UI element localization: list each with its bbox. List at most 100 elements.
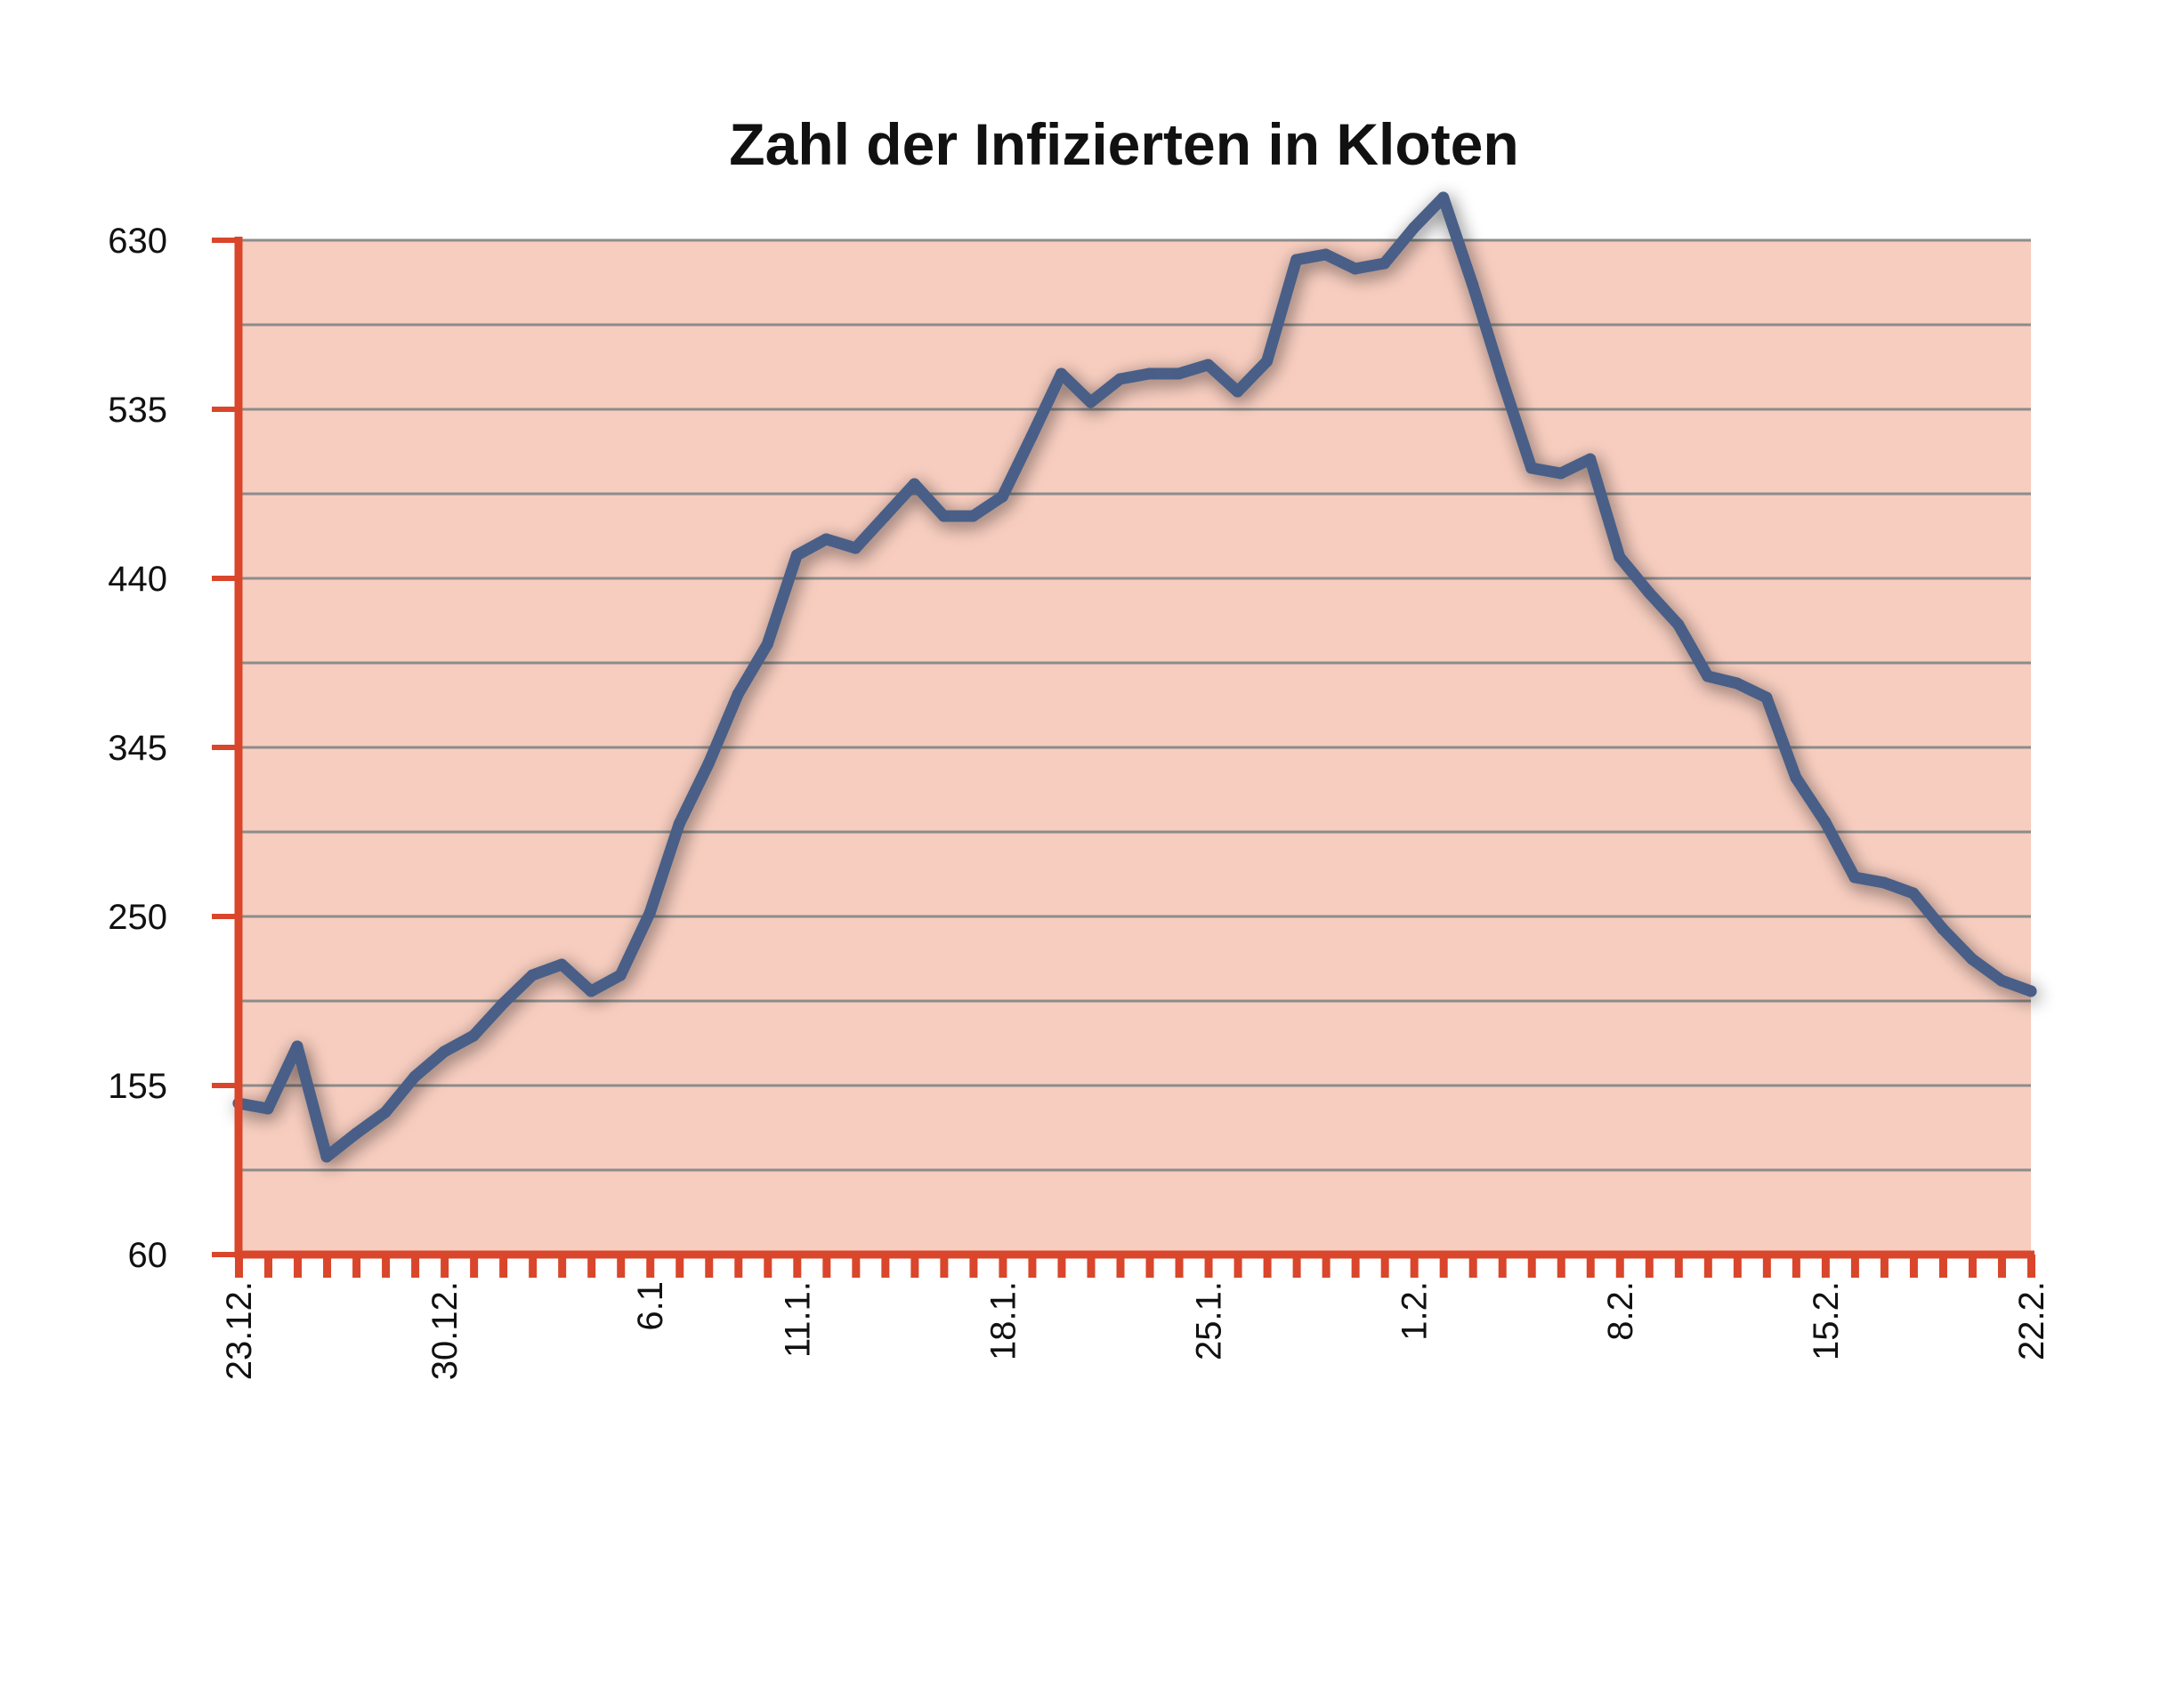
x-tick-mark — [1351, 1255, 1360, 1278]
x-tick-mark — [734, 1255, 743, 1278]
x-tick-mark — [1322, 1255, 1331, 1278]
y-tick-label: 60 — [128, 1236, 168, 1275]
gridlines — [239, 238, 2031, 1172]
x-tick-mark — [1645, 1255, 1654, 1278]
y-tick-label: 250 — [108, 898, 167, 937]
x-tick-mark — [1733, 1255, 1742, 1278]
data-point — [1878, 876, 1890, 889]
data-point — [996, 490, 1008, 503]
x-tick-mark — [1615, 1255, 1624, 1278]
data-point — [526, 969, 538, 981]
x-tick-label: 15.2. — [1807, 1281, 1846, 1360]
data-point — [849, 542, 861, 554]
data-point — [820, 533, 832, 545]
y-tick-label: 440 — [108, 560, 167, 599]
data-point — [937, 510, 950, 522]
data-point — [1907, 887, 1920, 900]
axes — [234, 237, 2034, 1259]
data-point — [291, 1040, 303, 1053]
x-tick-mark — [822, 1255, 831, 1278]
data-point — [702, 757, 715, 770]
data-point — [1614, 551, 1626, 563]
x-tick-mark — [1057, 1255, 1066, 1278]
x-tick-mark — [529, 1255, 538, 1278]
x-tick-mark — [646, 1255, 655, 1278]
x-tick-mark — [910, 1255, 919, 1278]
x-tick-mark — [1116, 1255, 1125, 1278]
x-tick-mark — [352, 1255, 361, 1278]
x-tick-mark — [1586, 1255, 1595, 1278]
data-point — [1995, 974, 2008, 987]
data-point — [1055, 367, 1067, 380]
x-tick-mark — [852, 1255, 861, 1278]
x-tick-mark — [411, 1255, 420, 1278]
data-point — [1025, 430, 1038, 442]
x-tick-mark — [617, 1255, 626, 1278]
data-point — [1760, 691, 1773, 704]
data-point — [908, 478, 920, 490]
x-tick-mark — [323, 1255, 332, 1278]
data-point — [1144, 367, 1156, 380]
data-point — [1790, 771, 1802, 784]
data-point — [967, 510, 979, 522]
data-point — [1467, 278, 1479, 291]
data-point — [790, 549, 803, 561]
data-point — [1643, 586, 1655, 599]
data-point — [1848, 871, 1861, 884]
x-tick-mark — [881, 1255, 890, 1278]
x-tick-mark — [1410, 1255, 1419, 1278]
data-point — [1525, 462, 1538, 474]
x-tick-mark — [1792, 1255, 1800, 1278]
x-tick-label: 8.2. — [1601, 1281, 1640, 1341]
x-tick-mark — [999, 1255, 1007, 1278]
x-tick-mark — [1498, 1255, 1507, 1278]
data-point — [1173, 367, 1185, 380]
data-point — [1937, 923, 1949, 935]
x-tick-mark — [1175, 1255, 1184, 1278]
data-point — [1702, 670, 1714, 682]
x-tick-mark — [1527, 1255, 1536, 1278]
x-axis-ticks: 23.12. 30.12. 6.1 11.1. 18.1. 25.1. 1.2. 8.2. 15… — [220, 1255, 2051, 1380]
chart-title: Zahl der Infizierten in Kloten — [729, 111, 1518, 177]
data-point — [379, 1106, 392, 1118]
x-tick-label: 22.2. — [2012, 1281, 2051, 1360]
data-point — [497, 997, 509, 1010]
data-point — [320, 1150, 333, 1163]
x-tick-mark — [264, 1255, 273, 1278]
data-point — [1966, 953, 1978, 965]
data-point — [262, 1102, 274, 1115]
x-tick-mark — [1880, 1255, 1889, 1278]
data-point — [1232, 385, 1244, 398]
data-point — [1408, 222, 1420, 234]
x-tick-mark — [382, 1255, 391, 1278]
y-tick-label: 155 — [108, 1067, 167, 1106]
x-tick-mark — [1204, 1255, 1213, 1278]
data-point — [555, 958, 568, 971]
data-point — [1202, 359, 1215, 371]
x-tick-mark — [1234, 1255, 1242, 1278]
x-tick-mark — [1028, 1255, 1037, 1278]
x-tick-mark — [1468, 1255, 1477, 1278]
data-point — [614, 969, 627, 981]
data-point — [1437, 191, 1450, 204]
data-point — [1261, 355, 1274, 367]
x-tick-mark — [1557, 1255, 1565, 1278]
x-tick-mark — [705, 1255, 714, 1278]
x-tick-mark — [587, 1255, 596, 1278]
x-tick-mark — [1821, 1255, 1830, 1278]
x-tick-mark — [499, 1255, 508, 1278]
x-tick-mark — [1292, 1255, 1301, 1278]
x-tick-mark — [1850, 1255, 1859, 1278]
x-tick-mark — [793, 1255, 802, 1278]
x-tick-mark — [1703, 1255, 1712, 1278]
data-point — [1819, 816, 1832, 828]
x-tick-mark — [1997, 1255, 2006, 1278]
x-tick-mark — [969, 1255, 978, 1278]
data-point — [408, 1070, 421, 1083]
x-tick-mark — [294, 1255, 303, 1278]
series-layer — [232, 191, 2037, 1163]
y-tick-label: 630 — [108, 222, 167, 261]
data-point — [438, 1045, 450, 1058]
y-tick-label: 535 — [108, 391, 167, 430]
x-tick-mark — [235, 1255, 243, 1278]
